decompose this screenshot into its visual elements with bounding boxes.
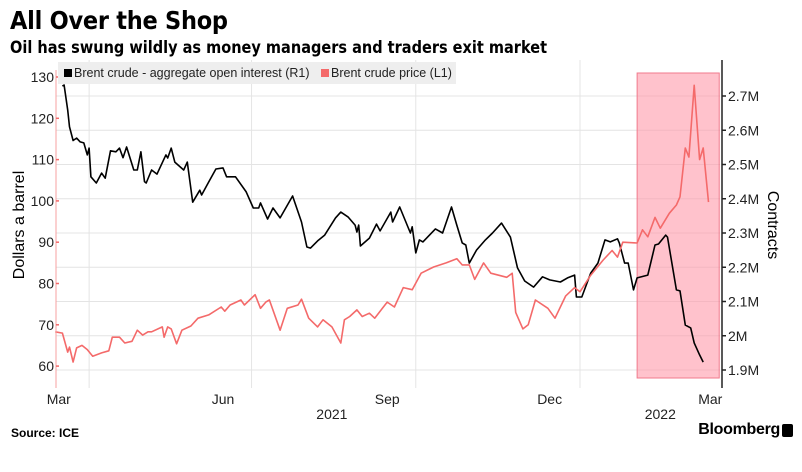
y-axis-left-title: Dollars a barrel	[11, 171, 28, 279]
y-axis-left-tick-label: 70	[38, 317, 54, 333]
x-axis-year-label: 2021	[316, 406, 347, 422]
chart-title: All Over the Shop	[10, 6, 228, 35]
legend-label-price: Brent crude price (L1)	[331, 66, 452, 80]
series-lines	[55, 84, 710, 363]
y-axis-left-tick-label: 130	[31, 69, 55, 85]
legend-swatch-open-interest	[64, 69, 72, 77]
gridlines	[56, 60, 720, 388]
source-note: Source: ICE	[11, 426, 80, 440]
legend-label-open-interest: Brent crude - aggregate open interest (R…	[74, 66, 310, 80]
axes: 60 70 80 90 100 110 120 130 1.9M 2M 2.1M 2.2M 2.3M 2.…	[31, 60, 759, 422]
y-axis-left-tick-label: 100	[31, 193, 55, 209]
x-axis-month-label: Sep	[375, 391, 400, 407]
highlight-region	[636, 72, 720, 379]
y-axis-right-tick-label: 2M	[728, 328, 747, 344]
x-axis-month-label: Dec	[537, 391, 562, 407]
series-line-open-interest	[61, 84, 704, 363]
bloomberg-chart-icon	[782, 424, 793, 437]
legend: Brent crude - aggregate open interest (R…	[58, 62, 456, 84]
x-axis-month-label: Mar	[698, 391, 722, 407]
y-axis-right-tick-label: 2.7M	[728, 88, 759, 104]
y-axis-right-tick-label: 1.9M	[728, 362, 759, 378]
y-axis-right-tick-label: 2.5M	[728, 157, 759, 173]
y-axis-right-tick-label: 2.4M	[728, 191, 759, 207]
y-axis-left-tick-label: 120	[31, 110, 55, 126]
y-axis-left-tick-label: 80	[38, 276, 54, 292]
y-axis-right-title: Contracts	[764, 191, 781, 259]
y-axis-right-tick-label: 2.2M	[728, 259, 759, 275]
legend-box	[58, 62, 456, 84]
y-axis-right-tick-label: 2.3M	[728, 225, 759, 241]
y-axis-left-tick-label: 90	[38, 234, 54, 250]
legend-swatch-price	[321, 69, 329, 77]
series-line-brent-price	[55, 84, 710, 363]
y-axis-right-tick-label: 2.6M	[728, 122, 759, 138]
y-axis-right-tick-label: 2.1M	[728, 294, 759, 310]
y-axis-left-tick-label: 60	[38, 358, 54, 374]
y-axis-left-tick-label: 110	[32, 152, 55, 168]
bloomberg-logo: Bloomberg	[698, 421, 780, 438]
x-axis-month-label: Mar	[47, 391, 71, 407]
x-axis-month-label: Jun	[212, 391, 235, 407]
x-axis-year-label: 2022	[645, 406, 676, 422]
chart-subtitle: Oil has swung wildly as money managers a…	[10, 38, 548, 57]
